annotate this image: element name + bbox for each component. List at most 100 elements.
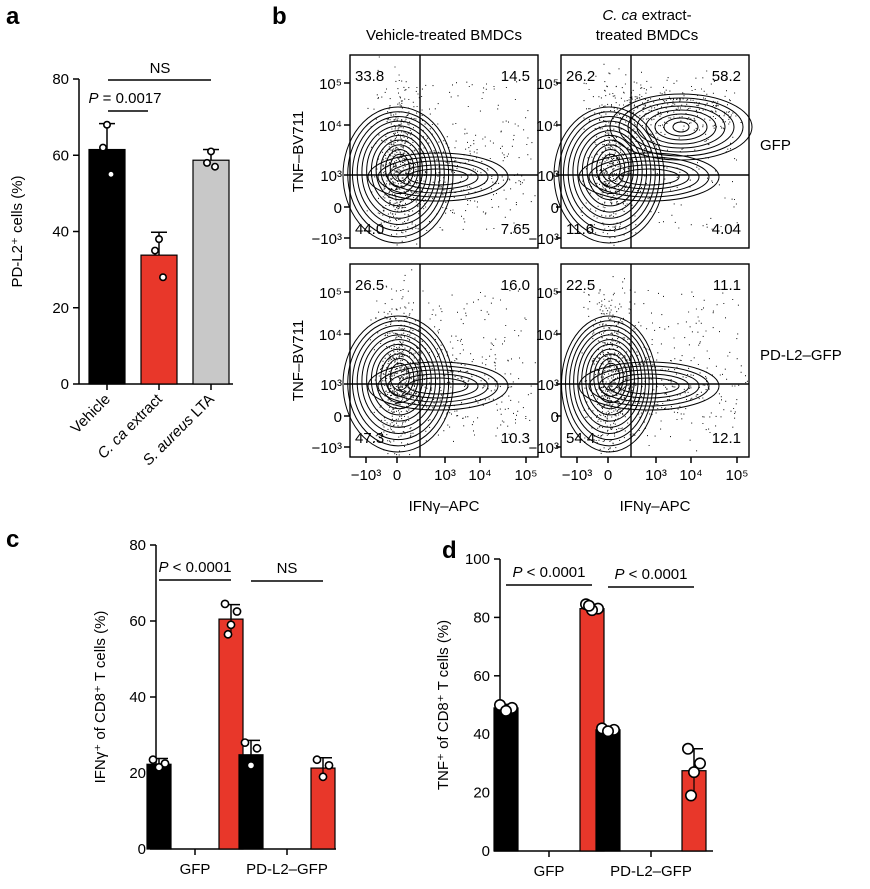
y-axis-label: TNF–BV711 <box>290 111 307 192</box>
y-tick-label: 80 <box>473 609 490 626</box>
bar <box>192 159 230 385</box>
panel-label-b: b <box>272 3 287 30</box>
y-axis-label: PD-L2⁺ cells (%) <box>9 175 26 287</box>
contour-ring <box>366 130 432 213</box>
contour-ring <box>573 329 646 434</box>
contour-ring <box>407 168 469 186</box>
data-point <box>160 759 170 768</box>
contour-ring <box>608 164 690 190</box>
contour-ring <box>380 353 419 404</box>
x-tick-label: −10³ <box>351 467 381 484</box>
plain-part: extract- <box>637 7 691 24</box>
data-point <box>252 743 262 753</box>
data-point <box>203 158 212 167</box>
quadrant-value-top-right: 11.1 <box>713 277 741 294</box>
data-point <box>99 143 108 152</box>
x-tick-label: 0 <box>604 467 612 484</box>
contour-ring <box>397 373 479 399</box>
data-point <box>223 629 233 639</box>
data-point <box>240 738 250 747</box>
y-tick-label: 10⁴ <box>536 118 559 135</box>
data-point <box>318 772 328 782</box>
bar <box>595 729 621 852</box>
y-tick-label: 60 <box>473 668 490 685</box>
data-point <box>148 755 158 765</box>
bar <box>140 254 178 385</box>
column-title: Vehicle-treated BMDCs <box>366 27 522 44</box>
y-tick-label: 0 <box>551 200 559 217</box>
x-category-label: PD-L2–GFP <box>610 863 692 880</box>
contour-ring <box>562 115 656 232</box>
y-axis-label: TNF–BV711 <box>290 320 307 401</box>
contour-ring <box>407 377 469 395</box>
p-value: < 0.0001 <box>523 564 586 581</box>
p-symbol: P <box>89 90 99 107</box>
x-axis-label: IFNγ–APC <box>409 498 480 515</box>
y-tick-label: 0 <box>61 376 69 393</box>
y-tick-label: 10⁵ <box>319 285 342 302</box>
y-axis-label: TNF⁺ of CD8⁺ T cells (%) <box>435 620 452 790</box>
y-tick-label: 10⁵ <box>536 76 559 93</box>
x-category-label: GFP <box>180 861 211 878</box>
data-point <box>312 755 322 765</box>
contour-ring <box>636 105 726 149</box>
data-point <box>601 725 614 738</box>
contour-ring <box>598 160 700 194</box>
quadrant-value-bottom-left: 47.3 <box>355 430 384 447</box>
x-tick-label: 10⁵ <box>515 467 538 484</box>
p-symbol: P <box>615 566 625 583</box>
contour-ring <box>608 373 690 399</box>
contour-ring <box>356 329 441 434</box>
y-tick-label: 10³ <box>320 377 342 394</box>
flow-plot: 33.8 14.5 44.0 7.65 <box>342 54 539 249</box>
x-tick-label: 10⁵ <box>726 467 749 484</box>
panel-d: d 0 20 40 60 80 100 TNF⁺ of CD8⁺ T cells (%) GFP… <box>435 537 713 880</box>
contour-ring <box>627 101 735 153</box>
contour-ring <box>618 97 744 157</box>
contour-ring <box>356 120 441 225</box>
y-tick-label: 60 <box>129 613 146 630</box>
y-tick-label: 60 <box>52 147 69 164</box>
significance-label: P < 0.0001 <box>615 566 688 583</box>
data-point <box>693 757 706 770</box>
y-tick-label: 40 <box>129 689 146 706</box>
bar <box>146 763 172 850</box>
x-category-label: PD-L2–GFP <box>246 861 328 878</box>
contour-ring <box>567 120 652 225</box>
plain-part: extract <box>119 390 166 437</box>
contour-ring <box>565 320 654 447</box>
data-point <box>159 273 168 282</box>
row-label: PD-L2–GFP <box>760 347 842 364</box>
y-tick-label: 80 <box>52 71 69 88</box>
x-axis-label: IFNγ–APC <box>620 498 691 515</box>
contour-ring <box>380 144 419 195</box>
y-tick-label: −10³ <box>529 440 559 457</box>
y-tick-label: 10⁴ <box>536 327 559 344</box>
contour-ring <box>387 369 489 403</box>
x-category-label: Vehicle <box>68 391 114 437</box>
contours <box>553 93 753 244</box>
contour-ring <box>581 339 639 422</box>
x-tick-label: 10⁴ <box>679 467 702 484</box>
data-point <box>684 789 697 802</box>
contour-ring <box>397 164 479 190</box>
data-point <box>232 607 242 616</box>
y-tick-label: 20 <box>473 785 490 802</box>
quadrant-value-top-right: 16.0 <box>501 277 530 294</box>
flow-plot: 26.2 58.2 11.6 4.04 <box>553 54 753 249</box>
x-tick-label: 10⁴ <box>468 467 491 484</box>
contour-ring <box>663 117 699 137</box>
data-point <box>246 761 256 770</box>
y-tick-label: 10³ <box>320 168 342 185</box>
data-point <box>220 599 230 609</box>
y-tick-label: 40 <box>473 726 490 743</box>
contour-ring <box>585 343 635 416</box>
data-point <box>154 762 164 772</box>
contour-ring <box>377 365 499 407</box>
panel-c: c 0 20 40 60 80 IFNγ⁺ of CD8⁺ T cells (%) GFP P … <box>6 526 336 878</box>
contour-ring <box>367 361 509 411</box>
contour-ring <box>654 113 708 141</box>
contour-ring <box>366 339 432 422</box>
contour-ring <box>351 115 445 232</box>
